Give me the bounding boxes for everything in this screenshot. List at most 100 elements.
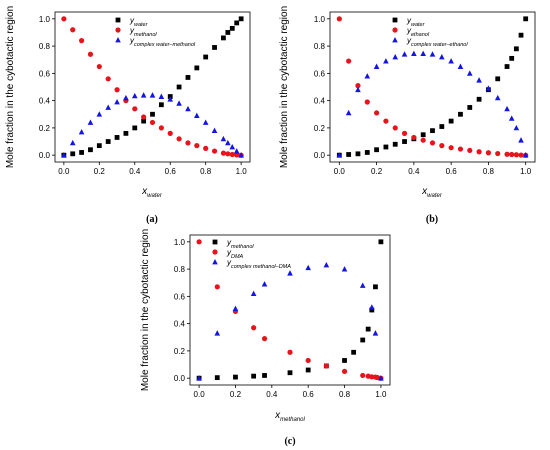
data-point bbox=[439, 143, 445, 149]
x-tick-label: 0.2 bbox=[94, 167, 106, 176]
data-point bbox=[439, 124, 445, 129]
data-point bbox=[345, 109, 352, 116]
plot-frame bbox=[329, 11, 536, 163]
x-tick-label: 0.6 bbox=[165, 167, 177, 176]
data-point bbox=[374, 147, 379, 153]
data-point bbox=[158, 102, 164, 108]
data-point bbox=[518, 152, 524, 158]
legend-entry-base: y bbox=[226, 238, 232, 247]
y-tick-label: 1.0 bbox=[39, 15, 51, 24]
y-tick-label: 0.6 bbox=[39, 69, 51, 78]
data-point bbox=[485, 85, 492, 91]
data-point bbox=[233, 148, 240, 154]
data-point bbox=[429, 51, 436, 57]
legend-entry-sub: complex water–methanol bbox=[134, 42, 196, 48]
data-point bbox=[232, 305, 239, 312]
data-point bbox=[185, 75, 191, 80]
data-point bbox=[114, 87, 120, 93]
legend-entry-sub: complex water–ethanol bbox=[411, 42, 468, 48]
data-point bbox=[476, 96, 482, 102]
data-point bbox=[448, 118, 454, 124]
chart-panel-c: 0.0 0.2 0.4 0.6 0.8 1.0 0.0 0.2 0.4 0.6 0.8 1.0 Mole… bbox=[140, 229, 391, 447]
data-point bbox=[305, 357, 311, 364]
data-point bbox=[346, 58, 352, 64]
data-point bbox=[383, 58, 389, 64]
x-tick-label: 0.8 bbox=[339, 390, 351, 399]
y-axis-label: Mole fraction in the cybotactic region bbox=[279, 6, 290, 168]
data-point bbox=[429, 140, 436, 146]
data-point bbox=[61, 16, 67, 22]
x-axis-label-base: x bbox=[141, 186, 148, 197]
data-point bbox=[378, 239, 384, 245]
chart-panel-a: 0.0 0.2 0.4 0.6 0.8 1.0 0.0 0.2 0.4 0.6 0.8 1.0 Mole… bbox=[5, 6, 251, 225]
data-point bbox=[372, 330, 379, 336]
data-point bbox=[287, 349, 293, 355]
panel-label: (b) bbox=[426, 214, 438, 225]
data-point bbox=[158, 125, 164, 131]
data-point bbox=[88, 147, 93, 153]
data-point bbox=[150, 111, 155, 117]
x-tick-label: 1.0 bbox=[236, 167, 248, 176]
data-point bbox=[229, 144, 236, 150]
data-point bbox=[323, 363, 329, 369]
legend-entry-sub: methanol bbox=[231, 244, 254, 250]
data-point bbox=[212, 45, 217, 50]
legend-entry: ywater bbox=[129, 16, 149, 28]
y-tick-label: 0.2 bbox=[39, 124, 51, 133]
legend-marker-circle bbox=[392, 27, 398, 33]
x-tick-label: 0.4 bbox=[266, 390, 278, 399]
data-point bbox=[123, 130, 129, 136]
data-point bbox=[373, 63, 380, 69]
data-point bbox=[508, 115, 515, 121]
data-point bbox=[78, 38, 85, 44]
data-point bbox=[504, 151, 510, 157]
data-point bbox=[513, 124, 520, 131]
data-point bbox=[420, 137, 426, 143]
x-tick-label: 1.0 bbox=[375, 390, 387, 399]
data-point bbox=[149, 92, 156, 98]
data-point bbox=[220, 135, 227, 142]
data-point bbox=[114, 99, 120, 105]
data-point bbox=[341, 266, 348, 272]
legend-marker-triangle bbox=[392, 37, 398, 43]
series-circle bbox=[336, 16, 529, 158]
data-point bbox=[457, 146, 464, 152]
series-square bbox=[196, 239, 384, 381]
data-point bbox=[411, 50, 417, 56]
data-point bbox=[251, 373, 257, 379]
data-point bbox=[365, 326, 371, 332]
y-tick-label: 0.8 bbox=[174, 265, 186, 274]
data-point bbox=[61, 152, 67, 158]
data-point bbox=[96, 143, 102, 149]
plot-frame bbox=[189, 234, 391, 386]
legend-entry-base: y bbox=[406, 26, 412, 35]
legend-entry-sub: complex methanol–DMA bbox=[231, 264, 291, 270]
data-point bbox=[211, 148, 218, 154]
data-point bbox=[513, 152, 519, 158]
data-point bbox=[495, 76, 501, 82]
data-point bbox=[185, 105, 191, 112]
legend-entry: ywater bbox=[406, 16, 426, 28]
data-point bbox=[420, 50, 426, 56]
data-point bbox=[140, 92, 147, 98]
data-point bbox=[518, 32, 524, 38]
data-point bbox=[369, 307, 375, 313]
data-point bbox=[355, 86, 361, 93]
x-axis-label: xwater bbox=[141, 186, 163, 199]
data-point bbox=[158, 93, 165, 99]
data-point bbox=[476, 77, 482, 83]
data-point bbox=[494, 94, 501, 101]
legend-marker-circle bbox=[212, 249, 218, 255]
legend-entry-base: y bbox=[129, 36, 135, 45]
data-point bbox=[305, 367, 311, 373]
data-point bbox=[203, 54, 209, 60]
x-tick-label: 0.8 bbox=[200, 167, 212, 176]
data-point bbox=[225, 151, 231, 157]
y-tick-label: 0.4 bbox=[314, 97, 326, 106]
data-point bbox=[194, 112, 200, 119]
x-tick-label: 0.0 bbox=[334, 167, 346, 176]
data-point bbox=[70, 27, 76, 33]
series-circle bbox=[61, 16, 244, 158]
